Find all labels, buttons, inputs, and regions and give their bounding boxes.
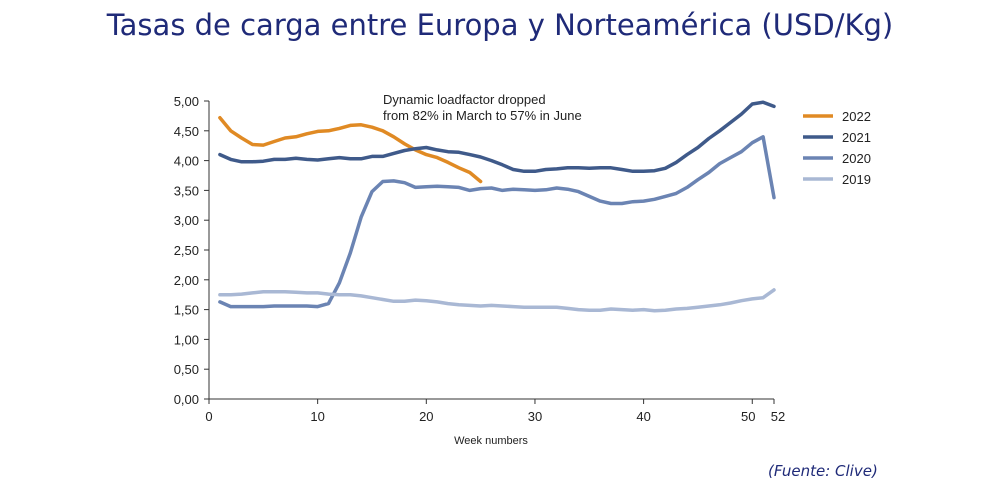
y-tick-label: 3,00	[174, 213, 199, 228]
chart-title: Tasas de carga entre Europa y Norteaméri…	[106, 8, 894, 42]
series-line-2022	[218, 115, 483, 184]
x-tick-label: 20	[419, 409, 433, 424]
annotation-line: Dynamic loadfactor dropped	[383, 92, 546, 107]
y-tick-label: 4,00	[174, 154, 199, 169]
legend-label-2022: 2022	[842, 109, 871, 124]
legend-label-2020: 2020	[842, 151, 871, 166]
series-line-2021	[218, 100, 776, 174]
x-tick-label: 30	[528, 409, 542, 424]
y-tick-label: 2,50	[174, 243, 199, 258]
x-tick-label: 52	[771, 409, 785, 424]
y-tick-label: 5,00	[174, 94, 199, 109]
y-tick-label: 4,50	[174, 124, 199, 139]
series-line-2019	[218, 288, 776, 313]
source-note: (Fuente: Clive)	[768, 462, 878, 480]
y-tick-label: 0,50	[174, 362, 199, 377]
y-tick-label: 0,00	[174, 392, 199, 407]
series-line-2020	[218, 135, 776, 309]
y-tick-label: 1,50	[174, 303, 199, 318]
y-tick-label: 1,00	[174, 332, 199, 347]
annotation-line: from 82% in March to 57% in June	[383, 108, 582, 123]
legend-label-2019: 2019	[842, 172, 871, 187]
x-tick-label: 0	[205, 409, 212, 424]
y-tick-label: 3,50	[174, 183, 199, 198]
x-tick-label: 40	[636, 409, 650, 424]
legend-label-2021: 2021	[842, 130, 871, 145]
x-tick-label: 50	[741, 409, 755, 424]
x-axis-label: Week numbers	[454, 435, 528, 447]
y-tick-label: 2,00	[174, 273, 199, 288]
x-tick-label: 10	[310, 409, 324, 424]
